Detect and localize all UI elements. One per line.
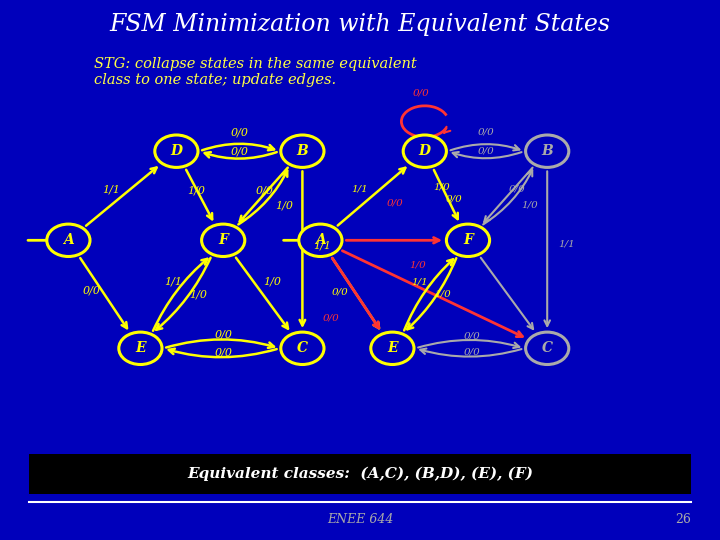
Text: D: D	[171, 144, 182, 158]
Circle shape	[299, 224, 342, 256]
Circle shape	[202, 224, 245, 256]
Text: E: E	[387, 341, 397, 355]
Text: 1/0: 1/0	[434, 290, 451, 299]
Text: 0/0: 0/0	[445, 194, 462, 203]
Text: B: B	[297, 144, 308, 158]
Text: 0/0: 0/0	[477, 128, 495, 137]
Text: Equivalent classes:  (A,C), (B,D), (E), (F): Equivalent classes: (A,C), (B,D), (E), (…	[187, 467, 533, 481]
Text: 0/0: 0/0	[413, 89, 430, 97]
Text: 1/1: 1/1	[351, 185, 369, 193]
Text: 1/1: 1/1	[163, 277, 181, 287]
Text: ENEE 644: ENEE 644	[327, 513, 393, 526]
Circle shape	[403, 135, 446, 167]
Text: 0/0: 0/0	[508, 185, 526, 193]
Text: 1/0: 1/0	[189, 289, 207, 299]
Text: 0/0: 0/0	[331, 287, 348, 296]
Text: F: F	[218, 233, 228, 247]
Text: 0/0: 0/0	[231, 127, 249, 137]
Text: 1/0: 1/0	[276, 200, 294, 210]
Text: 0/0: 0/0	[386, 198, 403, 207]
Text: 1/1: 1/1	[558, 240, 575, 248]
Text: B: B	[541, 144, 553, 158]
Circle shape	[371, 332, 414, 365]
Text: C: C	[541, 341, 553, 355]
Circle shape	[526, 135, 569, 167]
Text: FSM Minimization with Equivalent States: FSM Minimization with Equivalent States	[109, 14, 611, 37]
Text: 0/0: 0/0	[463, 332, 480, 340]
Text: 0/0: 0/0	[463, 348, 480, 356]
Text: 1/0: 1/0	[433, 183, 451, 192]
Circle shape	[47, 224, 90, 256]
Text: 0/0: 0/0	[323, 313, 340, 322]
Text: 1/0: 1/0	[409, 260, 426, 269]
Circle shape	[119, 332, 162, 365]
Circle shape	[446, 224, 490, 256]
Text: 0/0: 0/0	[477, 147, 495, 156]
Text: D: D	[419, 144, 431, 158]
Text: 26: 26	[675, 513, 691, 526]
Text: C: C	[297, 341, 308, 355]
Text: 0/0: 0/0	[231, 146, 249, 156]
Text: 1/1: 1/1	[313, 241, 331, 251]
Text: 1/1: 1/1	[411, 278, 428, 286]
Text: A: A	[315, 233, 325, 247]
Text: 0/0: 0/0	[215, 330, 232, 340]
Text: 0/0: 0/0	[82, 286, 101, 295]
Circle shape	[281, 135, 324, 167]
Text: 1/1: 1/1	[102, 184, 121, 194]
Text: 0/0: 0/0	[215, 347, 232, 357]
Circle shape	[526, 332, 569, 365]
Text: F: F	[463, 233, 473, 247]
Text: 1/0: 1/0	[187, 185, 205, 195]
Text: A: A	[63, 233, 73, 247]
Text: 1/0: 1/0	[264, 277, 282, 287]
Circle shape	[155, 135, 198, 167]
Text: STG: collapse states in the same equivalent
class to one state; update edges.: STG: collapse states in the same equival…	[94, 57, 416, 87]
Text: 1/0: 1/0	[521, 201, 538, 210]
Text: 0/0: 0/0	[256, 185, 274, 195]
FancyBboxPatch shape	[29, 454, 691, 494]
Circle shape	[281, 332, 324, 365]
Text: E: E	[135, 341, 145, 355]
